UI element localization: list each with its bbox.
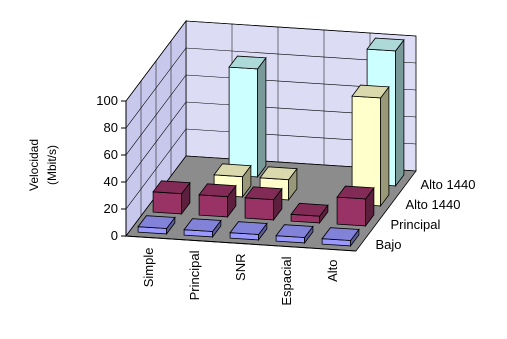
bar [229, 221, 268, 242]
bar [244, 186, 283, 222]
bar-front [152, 191, 183, 215]
bar [228, 55, 267, 179]
bar [351, 84, 390, 208]
gridline [125, 20, 417, 102]
bar-top [290, 202, 329, 217]
y-axis-title-line2: (Mbit/s) [45, 145, 59, 185]
bar-top [137, 215, 176, 229]
bar-side [257, 56, 267, 179]
bar-side [380, 85, 390, 208]
bar [198, 183, 237, 219]
bar-front [336, 196, 367, 227]
y-axis-title-line1: Velocidad [27, 139, 41, 191]
bar [290, 202, 329, 225]
bar [183, 218, 222, 239]
bar-top [259, 166, 298, 181]
series-label: Alto 1440 [406, 197, 461, 212]
bar-top [366, 37, 405, 52]
bar-top [275, 224, 314, 238]
category-label: Alto [325, 260, 340, 282]
bar-top [198, 183, 237, 198]
bar-top [228, 55, 267, 70]
x-axis-line [125, 235, 357, 252]
y-tick-label: 100 [96, 93, 118, 108]
gridline [125, 47, 417, 129]
series-label: Bajo [376, 237, 402, 252]
bar-side [395, 38, 405, 188]
bar-top [244, 186, 283, 201]
series-label: Principal [391, 217, 441, 232]
bar-top [336, 185, 375, 200]
bar-top [152, 180, 191, 195]
bar [321, 227, 360, 248]
gridline [125, 128, 417, 210]
bar-top [351, 84, 390, 99]
y-tick-label: 40 [104, 174, 118, 189]
bar-front [228, 66, 259, 178]
y-tick-label: 20 [104, 201, 118, 216]
category-label: SNR [233, 254, 248, 281]
bar-front [198, 194, 229, 218]
y-tick-label: 60 [104, 147, 118, 162]
y-tick-labels: 0 20 40 60 80 100 [96, 93, 126, 243]
bar [152, 180, 191, 216]
bar-top [229, 221, 268, 235]
series-labels: Bajo Principal Alto 1440 Alto 1440 [376, 177, 476, 252]
gridline [125, 101, 417, 183]
bar [275, 224, 314, 245]
category-label: Espacial [279, 256, 294, 305]
category-label: Principal [187, 250, 202, 300]
bar-top [213, 163, 252, 178]
bar-group [137, 37, 405, 248]
y-tick-label: 0 [111, 228, 118, 243]
bar-top [321, 227, 360, 241]
bar [336, 185, 375, 228]
y-tick-label: 80 [104, 120, 118, 135]
gridline [125, 74, 417, 156]
bar [137, 215, 176, 236]
bar-front [244, 197, 275, 221]
category-label: Simple [141, 248, 156, 288]
bar-top [183, 218, 222, 232]
category-labels: Simple Principal SNR Espacial Alto [141, 248, 340, 306]
series-label: Alto 1440 [421, 177, 476, 192]
